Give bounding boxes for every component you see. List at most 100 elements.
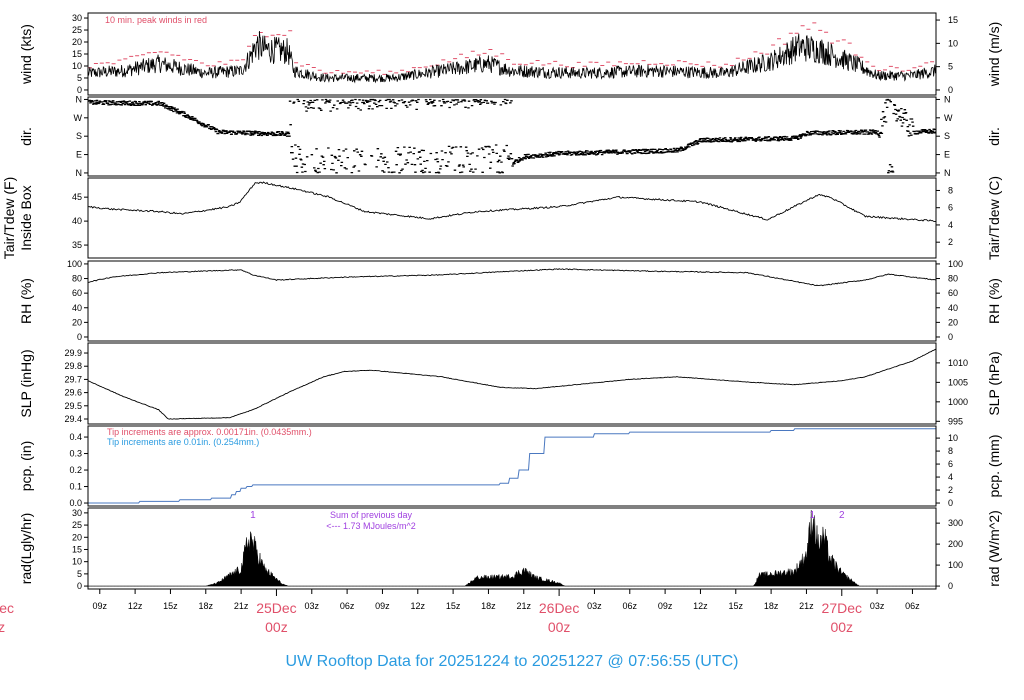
y-tick-label: 20	[72, 532, 82, 542]
slp-plot	[88, 348, 936, 420]
rad-ylabel: rad(Lgly/hr)	[18, 513, 34, 585]
panel-temp: 35 40 45 2 4 6 8 Tair/Tdew (F) Inside Box Tair/Td…	[1, 176, 1002, 260]
y-tick-label: E	[76, 150, 82, 160]
y-tick-label: 0	[77, 581, 82, 591]
y-tick-label: 0.2	[69, 465, 82, 475]
y-tick-label: 40	[72, 216, 82, 226]
y-tick-label-right: 80	[948, 274, 958, 284]
y-tick-label-right: N	[944, 94, 951, 104]
y-tick-label: W	[74, 113, 83, 123]
y-tick-label-right: 100	[948, 560, 963, 570]
day-hour-label: 00z	[830, 619, 853, 635]
y-tick-label-right: 0	[948, 85, 953, 95]
day-hour-label: 00z	[265, 619, 288, 635]
y-tick-label: 35	[72, 240, 82, 250]
wind-frame	[87, 12, 937, 96]
wind-plot	[88, 22, 936, 84]
radiation-marker: 1	[810, 510, 816, 521]
pcp-note-approx: Tip increments are approx. 0.00171in. (0…	[107, 427, 312, 437]
y-tick-label-right: 5	[948, 62, 953, 72]
y-tick-label-right: 40	[948, 303, 958, 313]
rh-plot	[88, 268, 936, 287]
pcp-note-tip: Tip increments are 0.01in. (0.254mm.)	[107, 437, 259, 447]
y-tick-label-right: 200	[948, 539, 963, 549]
y-tick-label: 45	[72, 192, 82, 202]
wind-speed-line	[88, 30, 936, 84]
x-tick-label: 18z	[764, 601, 779, 611]
y-tick-label: 60	[72, 288, 82, 298]
y-tick-label: 0	[77, 332, 82, 342]
dir-ylabel: dir.	[18, 127, 34, 146]
rad-annotation-sum: Sum of previous day	[330, 510, 413, 520]
day-label: 25Dec	[256, 600, 296, 616]
y-tick-label: N	[76, 168, 83, 178]
pcp-ylabel-right: pcp. (mm)	[986, 435, 1002, 498]
y-tick-label: 29.5	[64, 401, 82, 411]
x-tick-label: 12z	[128, 601, 143, 611]
panel-wind: 0 5 10 15 20 25 30 0 5 10 15 wind (kts) wind (m/s) 10…	[18, 12, 1002, 96]
y-tick-label-right: 6	[948, 459, 953, 469]
rh-ylabel-right: RH (%)	[986, 278, 1002, 324]
y-tick-label: 15	[72, 544, 82, 554]
y-tick-label: 29.7	[64, 374, 82, 384]
y-tick-label: 30	[72, 508, 82, 518]
y-tick-label: 0.0	[69, 498, 82, 508]
y-tick-label-right: 300	[948, 518, 963, 528]
y-tick-label-right: 1010	[948, 358, 968, 368]
temp-plot	[88, 181, 936, 223]
y-tick-label: 29.6	[64, 388, 82, 398]
y-tick-label-right: N	[944, 168, 951, 178]
y-tick-label-right: 100	[948, 259, 963, 269]
y-tick-label: 0.4	[69, 432, 82, 442]
y-tick-label: 29.8	[64, 361, 82, 371]
y-tick-label-right: 4	[948, 220, 953, 230]
y-tick-label: 10	[72, 557, 82, 567]
wind-direction-marks	[88, 98, 936, 174]
y-tick-label: S	[76, 131, 82, 141]
panel-slp: 29.4 29.5 29.6 29.7 29.8 29.9 995 1000 1005 1010 S…	[18, 342, 1002, 426]
radiation-marker: 2	[839, 510, 845, 521]
y-tick-label: 0	[77, 85, 82, 95]
x-tick-label: 12z	[411, 601, 426, 611]
y-tick-label-right: 0	[948, 581, 953, 591]
dir-ylabel-right: dir.	[986, 127, 1002, 146]
y-tick-label-right: E	[944, 150, 950, 160]
slp-ylabel-right: SLP (hPa)	[986, 351, 1002, 415]
y-tick-label-right: 60	[948, 288, 958, 298]
rh-frame	[87, 260, 937, 342]
rad-plot	[88, 509, 936, 587]
y-tick-label-right: 8	[948, 185, 953, 195]
y-tick-label: 0.3	[69, 449, 82, 459]
y-tick-label-right: 20	[948, 317, 958, 327]
y-tick-label: 29.9	[64, 348, 82, 358]
y-tick-label-right: 2	[948, 237, 953, 247]
y-tick-label: 15	[72, 49, 82, 59]
day-label: 26Dec	[539, 600, 579, 616]
y-tick-label-right: 10	[948, 433, 958, 443]
x-tick-label: 18z	[481, 601, 496, 611]
wind-peak-marks	[88, 22, 936, 75]
y-tick-label: N	[76, 94, 83, 104]
y-tick-label: 80	[72, 274, 82, 284]
panel-pcp: 0.0 0.1 0.2 0.3 0.4 0 2 4 6 8 10 pcp. (in) pcp. (mm)…	[18, 425, 1002, 508]
pcp-plot	[88, 428, 936, 504]
temp-frame	[87, 177, 937, 259]
y-tick-label-right: 0	[948, 332, 953, 342]
y-tick-label-right: 8	[948, 446, 953, 456]
y-tick-label: 20	[72, 317, 82, 327]
x-axis: 09z 12z 15z 18z 21z 03z 06z 09z 12z 15z 18z 21z 03z 0…	[0, 589, 920, 635]
rad-annotation-value: <--- 1.73 MJoules/m^2	[326, 521, 416, 531]
y-tick-label-right: 1000	[948, 397, 968, 407]
rh-ylabel: RH (%)	[18, 278, 34, 324]
wind-annotation: 10 min. peak winds in red	[105, 15, 207, 25]
panel-rh: 0 20 40 60 80 100 0 20 40 60 80 100 RH (%) RH (%)	[18, 259, 1002, 342]
slp-frame	[87, 342, 937, 425]
y-tick-label: 25	[72, 25, 82, 35]
x-tick-label: 03z	[305, 601, 320, 611]
y-tick-label: 30	[72, 13, 82, 23]
rad-frame	[87, 507, 937, 590]
y-tick-label-right: 2	[948, 485, 953, 495]
x-tick-label: 09z	[375, 601, 390, 611]
y-tick-label: 5	[77, 569, 82, 579]
